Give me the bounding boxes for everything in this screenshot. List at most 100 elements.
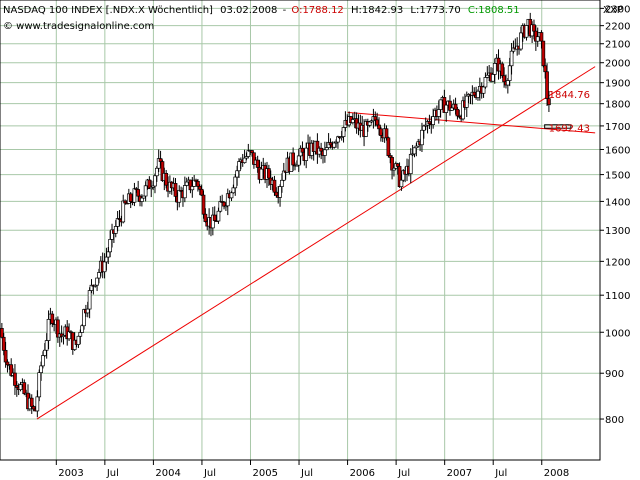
candle-body bbox=[199, 188, 204, 196]
y-tick-label: 2300 bbox=[605, 4, 630, 15]
candle-body bbox=[22, 382, 27, 395]
candle-body bbox=[280, 179, 284, 187]
candle-body bbox=[113, 226, 118, 234]
candle-body bbox=[377, 124, 381, 130]
candle-body bbox=[455, 108, 460, 117]
y-tick-label: 1500 bbox=[605, 171, 630, 182]
candle-body bbox=[104, 256, 109, 263]
candle-body bbox=[272, 179, 277, 193]
y-tick-label: 1900 bbox=[605, 79, 630, 90]
candle-body bbox=[319, 147, 323, 152]
candle-body bbox=[420, 129, 424, 146]
candle-body bbox=[543, 65, 548, 73]
candle-body bbox=[464, 95, 469, 108]
candle-body bbox=[39, 365, 43, 374]
x-axis: 2003 Jul 2004 Jul 2005 Jul 2006 Jul 2007 Jul 2008 bbox=[55, 460, 569, 479]
close-value: C:1808.51 bbox=[468, 5, 520, 16]
candle-body bbox=[255, 159, 260, 168]
candle-body bbox=[95, 277, 99, 286]
candle-body bbox=[203, 213, 208, 222]
x-tick-label: 2007 bbox=[447, 468, 472, 479]
candle-body bbox=[229, 192, 234, 199]
candle-body bbox=[231, 187, 236, 194]
candle-body bbox=[143, 185, 148, 197]
instrument-name: NASDAQ 100 INDEX [.NDX.X Wöchentlich] bbox=[3, 5, 213, 16]
candle-body bbox=[140, 197, 144, 202]
candle-body bbox=[154, 167, 159, 177]
candle-body bbox=[85, 308, 90, 314]
candle-body bbox=[121, 200, 126, 223]
y-tick-label: 1600 bbox=[605, 145, 630, 156]
candle-body bbox=[511, 47, 516, 52]
candle-body bbox=[210, 214, 215, 229]
candle-body bbox=[35, 396, 40, 412]
candle-body bbox=[476, 90, 480, 98]
x-tick-label: 2003 bbox=[58, 468, 83, 479]
candle-body bbox=[216, 210, 221, 222]
candle-body bbox=[541, 40, 546, 67]
copyright-text: © www.tradesignalonline.com bbox=[3, 21, 154, 32]
candle-body bbox=[31, 406, 36, 410]
candle-body bbox=[3, 349, 8, 363]
candle-body bbox=[102, 261, 107, 273]
candle-body bbox=[472, 91, 477, 96]
candle-body bbox=[291, 152, 295, 166]
candle-body bbox=[41, 355, 45, 367]
value-annotations: 1844.76 1692.43 bbox=[549, 90, 590, 135]
candle-body bbox=[483, 77, 488, 88]
candle-body bbox=[132, 188, 137, 203]
grid-lines bbox=[0, 0, 600, 460]
candle-body bbox=[50, 313, 55, 324]
candle-body bbox=[153, 175, 157, 187]
candle-body bbox=[78, 332, 83, 337]
candle-body bbox=[500, 63, 505, 77]
candle-body bbox=[379, 128, 383, 136]
candle-body bbox=[42, 349, 47, 356]
candle-body bbox=[158, 158, 163, 162]
chart-header: NASDAQ 100 INDEX [.NDX.X Wöchentlich] 03… bbox=[3, 5, 520, 16]
y-tick-label: 1700 bbox=[605, 122, 630, 133]
candle-body bbox=[395, 163, 400, 167]
candle-body bbox=[184, 181, 189, 186]
x-tick-label: 2005 bbox=[252, 468, 277, 479]
candle-body bbox=[106, 251, 111, 258]
candle-body bbox=[373, 116, 378, 121]
candle-body bbox=[491, 74, 495, 82]
candle-body bbox=[539, 32, 544, 42]
candle-body bbox=[408, 153, 413, 175]
candle-body bbox=[384, 128, 389, 139]
candlestick-series bbox=[0, 12, 551, 418]
price-annotation: 1692.43 bbox=[549, 124, 590, 135]
x-tick-label: Jul bbox=[203, 468, 216, 479]
trendline bbox=[347, 111, 596, 134]
candle-body bbox=[177, 190, 182, 203]
y-tick-label: 2000 bbox=[605, 59, 630, 70]
candle-body bbox=[399, 179, 404, 188]
candle-body bbox=[46, 318, 51, 341]
candle-body bbox=[386, 137, 391, 156]
candle-body bbox=[29, 397, 34, 407]
candle-body bbox=[502, 75, 506, 83]
candle-body bbox=[367, 121, 372, 126]
candle-body bbox=[278, 186, 282, 198]
x-tick-label: 2006 bbox=[350, 468, 375, 479]
candle-body bbox=[164, 173, 169, 186]
candle-body bbox=[128, 193, 133, 202]
candle-body bbox=[507, 65, 512, 81]
candle-body bbox=[296, 155, 301, 166]
candle-body bbox=[82, 309, 86, 327]
candle-body bbox=[505, 80, 510, 86]
high-value: H:1842.93 bbox=[351, 5, 403, 16]
x-tick-label: Jul bbox=[106, 468, 119, 479]
open-value: O:1788.12 bbox=[291, 5, 343, 16]
header-date: 03.02.2008 bbox=[220, 5, 277, 16]
x-tick-label: Jul bbox=[300, 468, 313, 479]
candle-body bbox=[37, 372, 42, 398]
y-tick-label: 2200 bbox=[605, 22, 630, 33]
candle-body bbox=[182, 185, 187, 199]
candle-body bbox=[69, 331, 73, 334]
candle-body bbox=[80, 325, 85, 333]
support-box bbox=[544, 124, 572, 129]
y-tick-label: 2100 bbox=[605, 40, 630, 51]
